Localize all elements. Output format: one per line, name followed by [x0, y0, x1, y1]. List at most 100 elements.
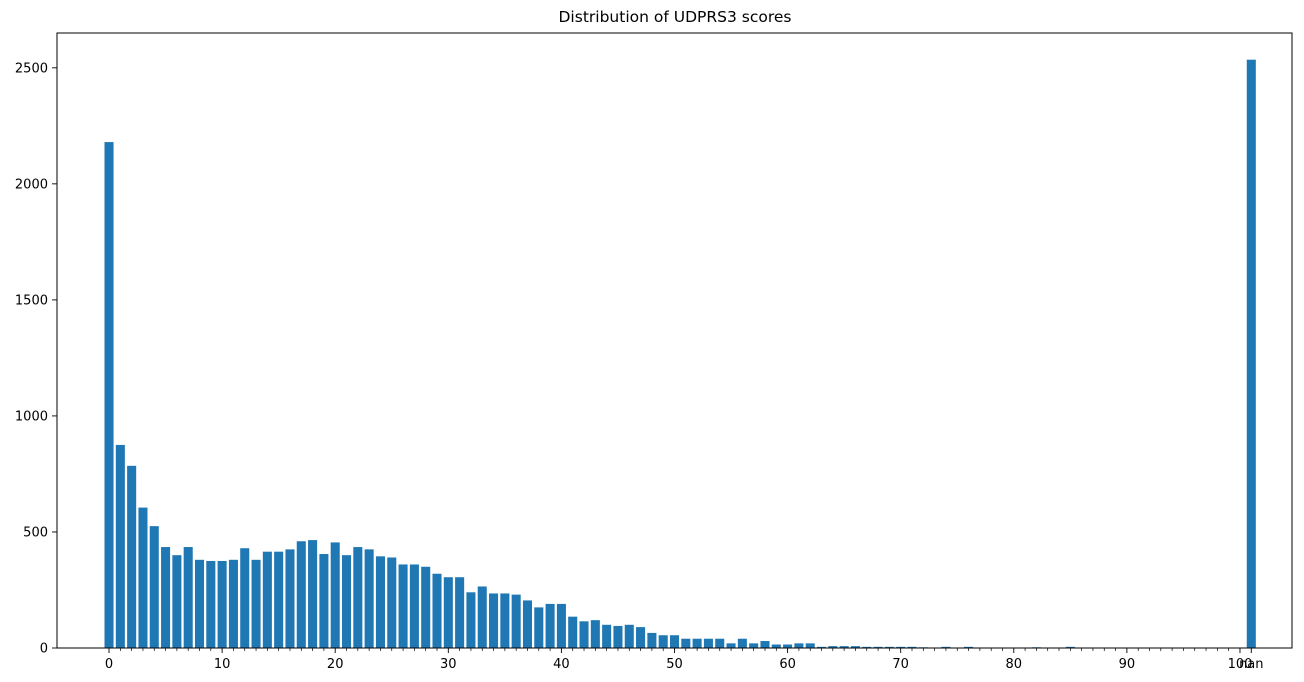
- bar-64: [828, 646, 838, 648]
- x-tick-label-80: 80: [1006, 657, 1023, 672]
- bar-63: [817, 646, 827, 648]
- bar-71: [907, 646, 917, 648]
- bar-29: [432, 573, 442, 648]
- y-tick-label-2000: 2000: [15, 177, 48, 192]
- bar-62: [805, 643, 815, 648]
- bar-36: [511, 594, 521, 648]
- bar-34: [489, 593, 499, 648]
- bar-33: [477, 586, 487, 648]
- bar-17: [296, 541, 306, 648]
- bar-49: [658, 635, 668, 648]
- bar-39: [545, 603, 555, 648]
- bar-66: [850, 646, 860, 648]
- bar-61: [794, 643, 804, 648]
- bar-6: [172, 555, 182, 648]
- bar-27: [409, 564, 419, 648]
- bar-1: [115, 444, 125, 648]
- bar-53: [703, 638, 713, 648]
- x-tick-label-0: 0: [105, 657, 113, 672]
- y-axis-ticks: 0 500 1000 1500 2000 2500: [15, 61, 57, 657]
- bar-58: [760, 641, 770, 648]
- bar-3: [138, 507, 148, 648]
- bar-15: [274, 551, 284, 648]
- bar-11: [228, 559, 238, 648]
- bar-76: [964, 646, 974, 648]
- bar-30: [443, 577, 453, 648]
- bar-50: [669, 635, 680, 648]
- bar-59: [771, 644, 781, 648]
- bar-68: [873, 646, 883, 648]
- bar-35: [500, 593, 510, 648]
- bar-43: [590, 620, 600, 648]
- bar-41: [568, 616, 578, 648]
- bar-65: [839, 646, 849, 648]
- bar-0: [104, 142, 114, 648]
- bar-47: [636, 627, 646, 648]
- bars-group: [104, 59, 1256, 648]
- y-tick-label-1000: 1000: [15, 409, 48, 424]
- x-tick-label-50: 50: [666, 657, 683, 672]
- bar-54: [715, 638, 725, 648]
- bar-51: [681, 638, 691, 648]
- bar-48: [647, 632, 657, 648]
- bar-8: [194, 559, 205, 648]
- x-tick-label-90: 90: [1119, 657, 1136, 672]
- bar-21: [342, 555, 352, 648]
- bar-16: [285, 549, 295, 648]
- x-tick-label-40: 40: [553, 657, 570, 672]
- y-tick-label-500: 500: [23, 525, 48, 540]
- bar-37: [522, 600, 532, 648]
- bar-19: [319, 554, 329, 648]
- bar-69: [884, 646, 894, 648]
- bar-56: [737, 638, 747, 648]
- bar-20: [330, 542, 340, 648]
- x-tick-label-nan: nan: [1239, 657, 1263, 672]
- y-tick-label-2500: 2500: [15, 61, 48, 76]
- bar-26: [398, 564, 408, 648]
- bar-2: [127, 465, 137, 648]
- bar-42: [579, 621, 589, 648]
- bar-28: [421, 566, 431, 648]
- bar-46: [624, 624, 634, 648]
- bar-44: [602, 624, 612, 648]
- bar-45: [613, 625, 623, 648]
- chart-title: Distribution of UDPRS3 scores: [559, 8, 792, 26]
- bar-31: [455, 577, 465, 648]
- bar-60: [783, 644, 793, 648]
- y-tick-label-0: 0: [40, 642, 48, 657]
- bar-13: [251, 559, 261, 648]
- bar-32: [466, 592, 476, 648]
- bar-23: [364, 549, 374, 648]
- x-tick-label-10: 10: [214, 657, 231, 672]
- bar-5: [161, 547, 171, 648]
- bar-10: [217, 560, 227, 648]
- bar-85: [1065, 646, 1075, 648]
- bar-52: [692, 638, 702, 648]
- bar-9: [206, 560, 216, 648]
- bar-24: [375, 556, 385, 648]
- bar-40: [556, 603, 566, 648]
- bar-55: [726, 643, 736, 648]
- bar-12: [240, 548, 250, 648]
- bar-nan: [1246, 59, 1256, 648]
- y-tick-label-1500: 1500: [15, 293, 48, 308]
- bar-25: [387, 557, 397, 648]
- bar-38: [534, 607, 544, 648]
- bar-18: [308, 540, 318, 648]
- x-tick-label-70: 70: [892, 657, 909, 672]
- bar-14: [262, 551, 272, 648]
- x-tick-label-100: 100: [1228, 657, 1253, 672]
- bar-70: [896, 646, 906, 648]
- plot-frame: [56, 32, 1293, 649]
- bar-57: [749, 643, 759, 648]
- bar-7: [183, 547, 193, 648]
- x-tick-label-30: 30: [440, 657, 457, 672]
- bar-4: [149, 526, 159, 648]
- bar-22: [353, 547, 363, 648]
- x-tick-label-20: 20: [327, 657, 344, 672]
- x-tick-label-60: 60: [779, 657, 796, 672]
- bar-74: [941, 646, 951, 648]
- bar-67: [862, 646, 872, 648]
